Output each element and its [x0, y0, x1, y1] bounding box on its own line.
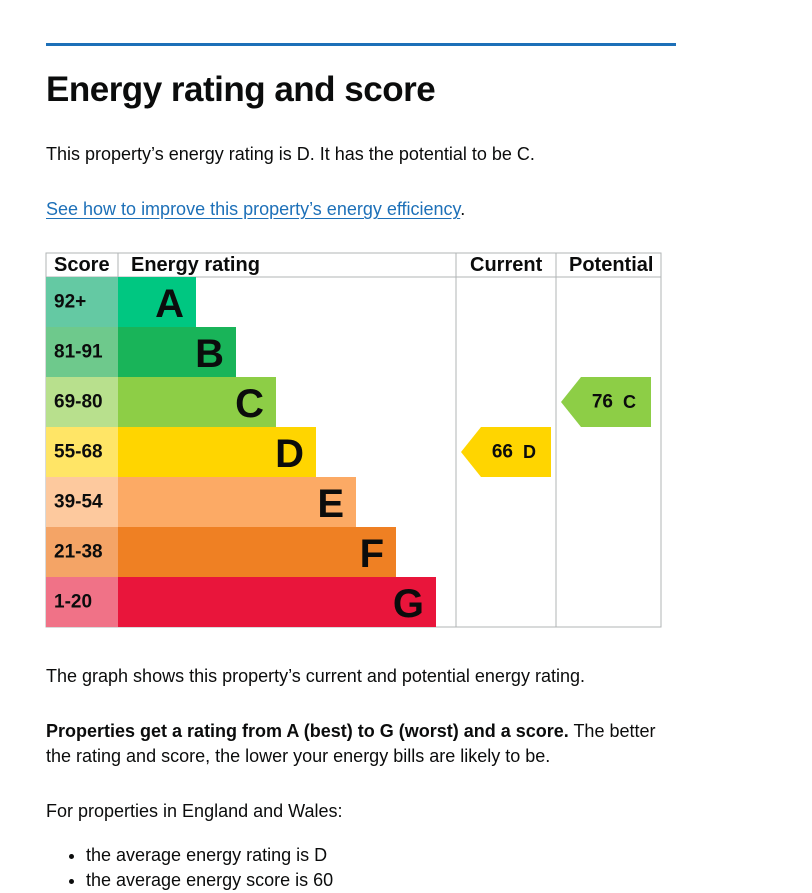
rating-bar — [118, 377, 276, 427]
explanation-bold: Properties get a rating from A (best) to… — [46, 721, 569, 741]
score-cell — [46, 477, 118, 527]
section-rule — [46, 43, 676, 46]
band-score: 39-54 — [54, 492, 103, 513]
link-suffix: . — [460, 199, 466, 219]
potential-score: 76 — [592, 392, 613, 413]
rating-bar — [118, 427, 316, 477]
score-cell — [46, 327, 118, 377]
band-letter: D — [275, 432, 304, 476]
summary: This property’s energy rating is D. It h… — [46, 144, 535, 164]
bullet: the average energy rating is D — [86, 843, 333, 868]
rating-bar — [118, 577, 436, 627]
link-paragraph: See how to improve this property’s energ… — [46, 197, 666, 222]
band-letter: E — [317, 482, 344, 526]
band-score: 81-91 — [54, 342, 103, 363]
rating-bar — [118, 477, 356, 527]
score-cell — [46, 577, 118, 627]
band-score: 1-20 — [54, 592, 92, 613]
current-letter: D — [523, 442, 536, 462]
current-score: 66 — [492, 442, 513, 463]
graph-note: The graph shows this property’s current … — [46, 666, 585, 686]
band-letter: G — [393, 582, 424, 626]
band-score: 21-38 — [54, 542, 103, 563]
column-header: Score — [54, 254, 110, 276]
rating-bar — [118, 327, 236, 377]
regional-intro: For properties in England and Wales: — [46, 801, 343, 821]
band-letter: A — [155, 282, 184, 326]
column-header: Energy rating — [131, 254, 260, 276]
rating-bar — [118, 527, 396, 577]
score-cell — [46, 277, 118, 327]
band-letter: B — [195, 332, 224, 376]
improve-link[interactable]: See how to improve this property’s energ… — [46, 199, 461, 219]
score-cell — [46, 427, 118, 477]
band-letter: C — [235, 382, 264, 426]
band-score: 92+ — [54, 292, 86, 313]
page-heading: Energy rating and score — [46, 70, 436, 109]
explanation-text: The better the rating and score, the low… — [46, 721, 656, 766]
column-header: Current — [470, 254, 543, 276]
band-letter: F — [360, 532, 384, 576]
potential-letter: C — [623, 392, 636, 412]
column-header: Potential — [569, 254, 653, 276]
band-score: 69-80 — [54, 392, 103, 413]
rating-bar — [118, 277, 196, 327]
potential-arrow — [561, 377, 651, 427]
current-arrow — [461, 427, 551, 477]
explanation: Properties get a rating from A (best) to… — [46, 719, 666, 769]
bullet: the average energy score is 60 — [86, 868, 333, 893]
score-cell — [46, 377, 118, 427]
regional-list: the average energy rating is D the avera… — [46, 843, 333, 893]
score-cell — [46, 527, 118, 577]
rating-graph: Score Energy rating Current Potential 92+ A 81… — [45, 252, 662, 628]
band-score: 55-68 — [54, 442, 103, 463]
